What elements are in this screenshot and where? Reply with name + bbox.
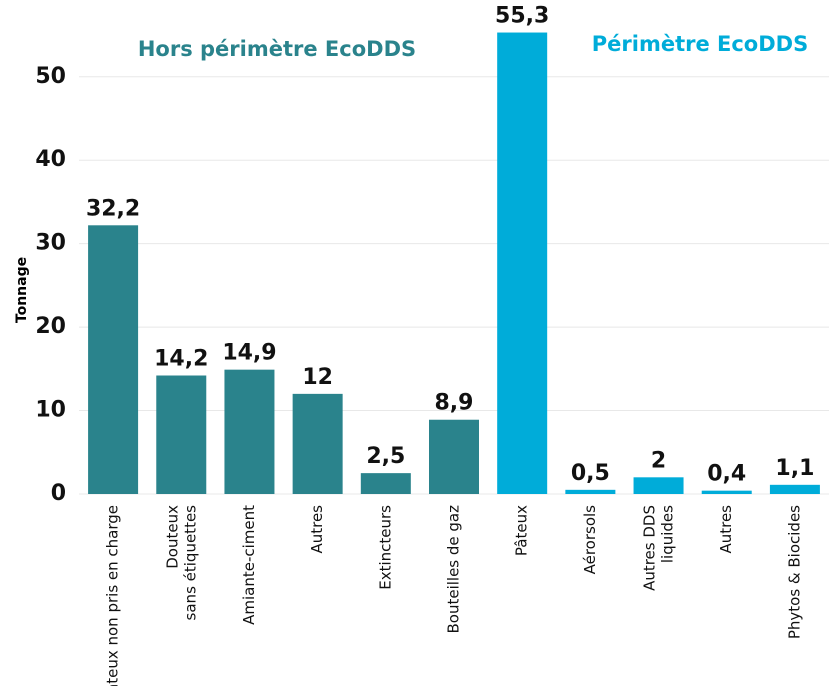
bar: [429, 419, 479, 494]
y-tick-label: 30: [35, 231, 66, 256]
y-tick-label: 50: [35, 64, 66, 89]
value-label: 55,3: [495, 4, 549, 29]
x-tick-label: Extincteurs: [376, 505, 394, 590]
value-label: 12: [302, 365, 333, 390]
value-label: 0,4: [707, 462, 746, 487]
group-label: Périmètre EcoDDS: [592, 32, 808, 56]
bar: [292, 393, 343, 494]
y-tick-label: 10: [35, 398, 66, 423]
bar: [88, 225, 139, 494]
bar: [701, 490, 752, 494]
x-tick-label: Amiante-ciment: [240, 505, 258, 625]
bar: [497, 32, 548, 494]
x-tick-label: Autres: [717, 505, 735, 554]
bar: [156, 375, 207, 494]
value-label: 32,2: [86, 196, 140, 221]
bar: [360, 473, 411, 494]
value-label: 14,2: [154, 347, 208, 372]
y-axis-label: Tonnage: [14, 257, 30, 323]
x-tick-label: Autres: [308, 505, 326, 554]
x-tick-label: Autres DDSliquides: [640, 505, 676, 591]
x-tick-label: Pâteux non pris en charge: [104, 505, 122, 686]
value-label: 1,1: [775, 456, 814, 481]
y-tick-label: 20: [35, 314, 66, 339]
bar: [565, 489, 616, 494]
group-label: Hors périmètre EcoDDS: [138, 37, 416, 61]
bar: [769, 484, 820, 494]
value-label: 0,5: [571, 461, 610, 486]
value-label: 2: [651, 448, 666, 473]
value-label: 2,5: [366, 444, 405, 469]
x-tick-label: Phytos & Biocides: [785, 505, 803, 639]
x-tick-label: Pâteux: [513, 505, 531, 556]
y-tick-label: 0: [51, 481, 66, 506]
x-tick-label: Douteuxsans étiquettes: [163, 505, 199, 621]
y-tick-label: 40: [35, 147, 66, 172]
value-label: 8,9: [435, 391, 474, 416]
x-tick-label: Aérorsols: [581, 505, 599, 575]
value-label: 14,9: [222, 341, 276, 366]
x-tick-label: Bouteilles de gaz: [445, 505, 463, 634]
bar: [633, 477, 684, 494]
bar: [224, 369, 275, 494]
